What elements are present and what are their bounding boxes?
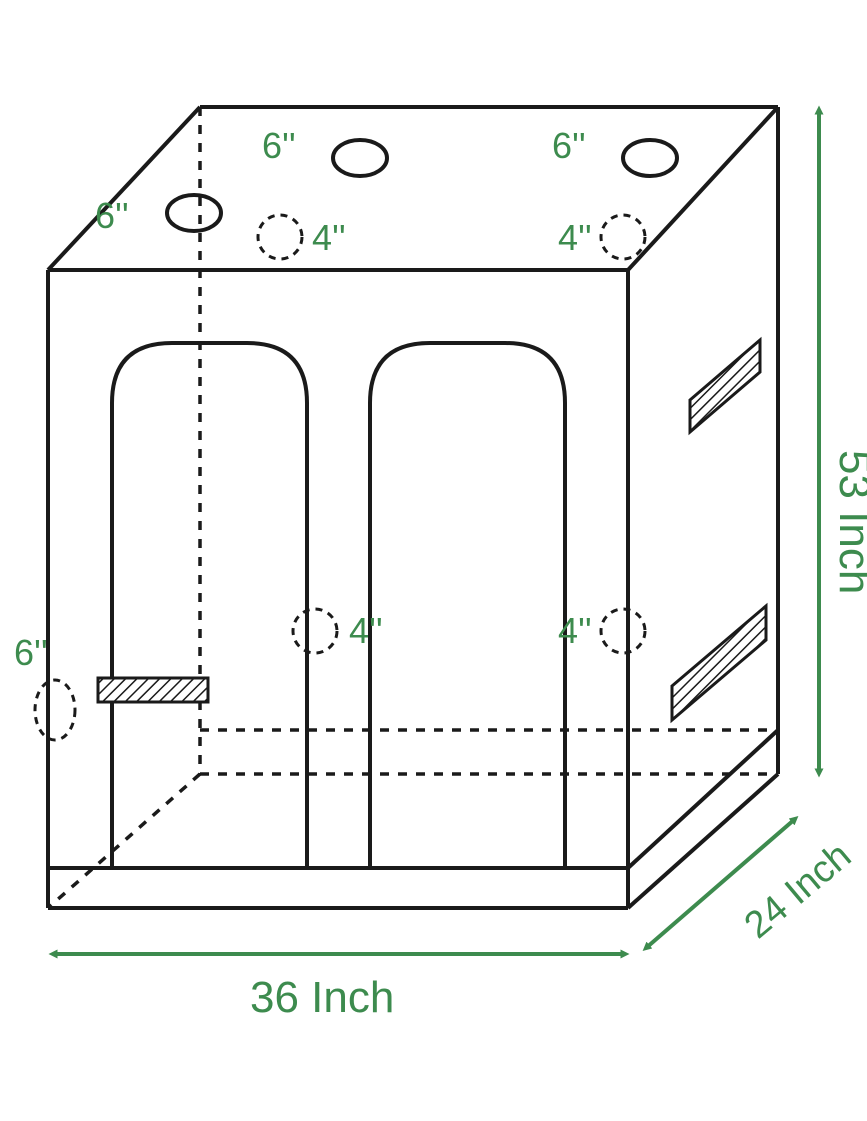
vent-2	[672, 606, 766, 720]
edge-top-right-depth	[628, 107, 778, 270]
port-4in-3	[601, 609, 645, 653]
port-4in-1	[293, 609, 337, 653]
door-left	[112, 343, 307, 868]
port-6in-1	[333, 140, 387, 176]
port-4in-label-0: 4''	[312, 217, 346, 258]
port-6in-2	[623, 140, 677, 176]
door-right	[370, 343, 565, 868]
port-4in-2	[601, 215, 645, 259]
edge-top-left-depth	[48, 107, 200, 270]
edge-bottom-left-depth	[48, 774, 200, 908]
vent-1	[690, 340, 760, 432]
side-port-6in-label: 6''	[14, 632, 48, 673]
dimension-width-label: 36 Inch	[250, 973, 394, 1022]
port-6in-0	[167, 195, 221, 231]
tent-dimension-diagram: 6''6''6''4''4''4''4''6''36 Inch24 Inch53…	[0, 0, 867, 1121]
port-6in-label-2: 6''	[552, 125, 586, 166]
port-4in-label-3: 4''	[558, 610, 592, 651]
port-6in-label-0: 6''	[95, 195, 129, 236]
side-port-6in	[35, 680, 75, 740]
baseboard-right-depth	[628, 730, 778, 868]
vent-0	[98, 678, 208, 702]
dimension-height-label: 53 Inch	[830, 450, 867, 594]
port-4in-label-2: 4''	[558, 217, 592, 258]
port-6in-label-1: 6''	[262, 125, 296, 166]
edge-bottom-right-depth	[628, 774, 778, 908]
port-4in-label-1: 4''	[349, 610, 383, 651]
port-4in-0	[258, 215, 302, 259]
